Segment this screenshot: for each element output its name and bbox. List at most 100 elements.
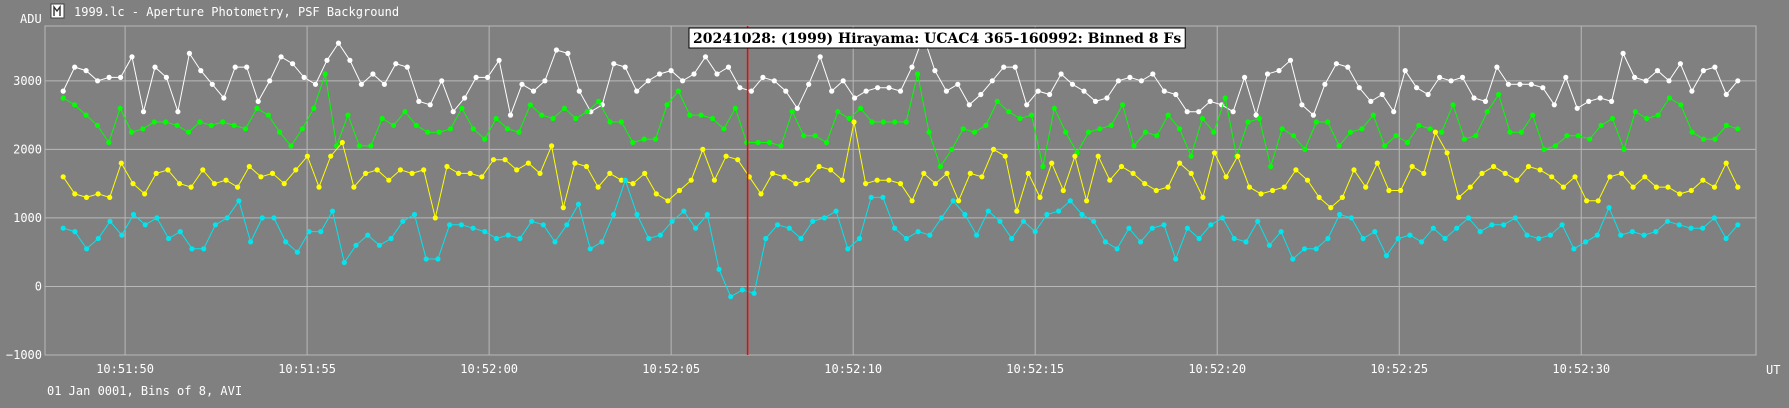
series-markers-2: [60, 71, 1741, 170]
data-point: [735, 157, 741, 163]
data-point: [751, 290, 757, 296]
data-point: [1120, 102, 1126, 108]
data-point: [1712, 136, 1718, 142]
data-point: [549, 143, 555, 149]
data-point: [479, 174, 485, 180]
data-point: [675, 88, 682, 94]
y-tick-label: 2000: [13, 142, 42, 156]
data-point: [1058, 71, 1064, 77]
data-point: [622, 64, 628, 70]
data-point: [1115, 78, 1121, 84]
data-point: [84, 246, 90, 252]
data-point: [1302, 146, 1308, 152]
data-point: [283, 239, 289, 245]
data-point: [154, 215, 160, 221]
data-point: [1723, 91, 1729, 98]
data-point: [1339, 194, 1345, 200]
data-point: [519, 81, 525, 87]
data-point: [588, 109, 594, 115]
data-point: [450, 109, 456, 115]
data-point: [1219, 215, 1226, 221]
data-point: [1494, 64, 1500, 70]
data-point: [1525, 163, 1532, 170]
data-point: [1583, 239, 1589, 245]
data-point: [575, 201, 582, 207]
data-point: [95, 78, 101, 84]
data-point: [163, 74, 169, 80]
data-point: [1102, 239, 1108, 245]
data-point: [880, 194, 886, 200]
data-point: [1322, 81, 1328, 87]
data-point: [312, 81, 319, 87]
data-point: [447, 126, 454, 132]
data-point: [744, 139, 750, 146]
data-point: [1293, 167, 1299, 173]
data-point: [1372, 229, 1378, 235]
data-point: [892, 119, 898, 125]
data-point: [1246, 184, 1252, 190]
data-point: [411, 211, 418, 218]
y-tick-label: −1000: [6, 348, 42, 362]
data-point: [880, 119, 887, 125]
data-point: [875, 85, 881, 91]
data-point: [242, 126, 249, 132]
data-point: [72, 229, 78, 235]
data-point: [691, 71, 697, 77]
data-point: [725, 64, 732, 70]
data-point: [1621, 146, 1627, 152]
y-tick-labels: 3000 2000 1000 0 −1000: [6, 74, 42, 362]
data-point: [786, 225, 792, 231]
data-point: [231, 122, 237, 128]
data-point: [1540, 85, 1546, 91]
data-point: [1414, 85, 1420, 91]
data-point: [874, 177, 880, 183]
data-point: [1333, 61, 1339, 67]
data-point: [564, 222, 570, 228]
data-point: [1208, 222, 1214, 228]
data-point: [1245, 119, 1251, 125]
data-point: [281, 181, 287, 187]
data-point: [1161, 88, 1167, 94]
data-point: [1184, 225, 1190, 231]
data-point: [278, 54, 284, 60]
data-point: [702, 54, 709, 60]
data-point: [828, 167, 834, 173]
data-point: [416, 98, 422, 104]
data-point: [932, 68, 938, 74]
data-point: [1126, 225, 1132, 231]
data-point: [990, 146, 997, 152]
data-point: [1337, 211, 1343, 218]
data-point: [1104, 95, 1110, 101]
data-point: [335, 40, 342, 46]
data-point: [142, 222, 148, 228]
data-point: [186, 50, 192, 57]
data-point: [1142, 181, 1148, 187]
data-point: [550, 115, 556, 122]
data-point: [119, 232, 125, 238]
data-point: [676, 187, 683, 194]
data-point: [209, 81, 215, 87]
data-point: [60, 174, 66, 180]
data-point: [425, 129, 431, 135]
data-point: [374, 167, 380, 173]
data-point: [388, 235, 394, 242]
data-point: [1035, 88, 1041, 94]
data-point: [502, 157, 508, 163]
data-point: [1002, 153, 1008, 159]
data-point: [1281, 184, 1287, 190]
data-point: [423, 256, 429, 262]
data-point: [72, 191, 78, 197]
chart-series: [60, 33, 1741, 300]
data-point: [1290, 256, 1296, 262]
data-point: [72, 102, 78, 108]
data-point: [1207, 98, 1213, 104]
data-point: [1130, 170, 1136, 176]
data-point: [265, 112, 271, 118]
data-point: [943, 88, 950, 94]
data-point: [1456, 194, 1462, 200]
data-point: [432, 215, 438, 221]
data-point: [1618, 170, 1625, 176]
x-axis-label: UT: [1766, 363, 1780, 377]
data-point: [1528, 81, 1534, 87]
data-point: [95, 191, 101, 197]
